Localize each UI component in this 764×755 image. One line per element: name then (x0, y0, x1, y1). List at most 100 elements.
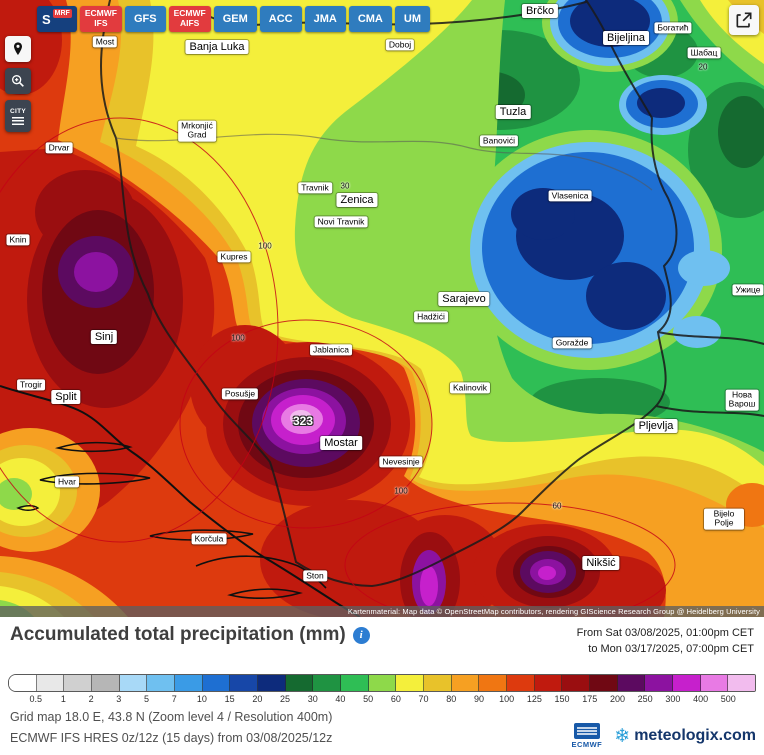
model-button-cma[interactable]: CMA (348, 6, 392, 32)
scale-color-segment (119, 675, 148, 691)
model-toolbar: S MRF ECMWF IFS GFS ECMWF AIFS GEM ACC JMA CMA UM (37, 6, 430, 32)
scale-color-segment (147, 675, 176, 691)
scale-color-segment (396, 675, 425, 691)
scale-label: 250 (637, 694, 653, 704)
page-title-text: Accumulated total precipitation (mm) (10, 624, 346, 645)
zoom-in-button[interactable] (5, 68, 31, 94)
model-button-label: AIFS (179, 18, 200, 28)
scale-color-segment (728, 675, 755, 691)
model-info: ECMWF IFS HRES 0z/12z (15 days) from 03/… (10, 731, 333, 745)
scale-label: 7 (171, 694, 177, 704)
scale-color-segment (258, 675, 286, 691)
precipitation-map[interactable]: 323 Most Banja Luka Doboj Brčko Bijeljina Бог… (0, 0, 764, 617)
scale-color-segment (534, 675, 563, 691)
scale-label: 150 (554, 694, 570, 704)
scale-label: 50 (363, 694, 374, 704)
model-button-smrf[interactable]: S MRF (37, 6, 77, 32)
legend-panel: Accumulated total precipitation (mm) i F… (0, 617, 764, 755)
scale-color-segment (424, 675, 452, 691)
scale-color-segment (562, 675, 591, 691)
scale-label: 80 (446, 694, 457, 704)
scale-color-segment (36, 675, 65, 691)
model-button-jma[interactable]: JMA (304, 6, 346, 32)
scale-color-segment (451, 675, 480, 691)
scale-label: 40 (335, 694, 346, 704)
scale-color-segment (341, 675, 369, 691)
share-button[interactable] (729, 5, 759, 35)
scale-label: 60 (390, 694, 401, 704)
list-lines-icon (12, 116, 24, 125)
locate-button[interactable] (5, 36, 31, 62)
scale-label: 3 (116, 694, 122, 704)
scale-label: 200 (609, 694, 625, 704)
model-button-acc[interactable]: ACC (259, 6, 302, 32)
model-badge: MRF (52, 9, 72, 18)
model-button-gem[interactable]: GEM (213, 6, 257, 32)
grid-info: Grid map 18.0 E, 43.8 N (Zoom level 4 / … (10, 710, 333, 724)
scale-color-segment (479, 675, 508, 691)
scale-color-segment (202, 675, 231, 691)
model-button-ecmwf-ifs[interactable]: ECMWF IFS (79, 6, 122, 32)
scale-color-segment (230, 675, 259, 691)
date-to: to Mon 03/17/2025, 07:00pm CET (588, 642, 754, 655)
city-button-label: CITY (9, 107, 26, 115)
scale-label: 400 (693, 694, 709, 704)
scale-label: 125 (526, 694, 542, 704)
scale-label: 100 (499, 694, 515, 704)
scale-label: 300 (665, 694, 681, 704)
scale-color-segment (700, 675, 729, 691)
scale-color-segment (175, 675, 203, 691)
scale-label: 70 (418, 694, 429, 704)
scale-label: 10 (196, 694, 207, 704)
model-button-ecmwf-aifs[interactable]: ECMWF AIFS (168, 6, 211, 32)
legend-scale: 0.5 1 2 3 5 7 10 15 20 25 30 40 50 60 70 80 90 100 125 150 1… (8, 674, 756, 706)
city-labels-button[interactable]: CITY (5, 100, 31, 132)
scale-color-segment (92, 675, 120, 691)
ecmwf-icon (573, 723, 600, 739)
map-attribution: Kartenmaterial: Map data © OpenStreetMap… (0, 606, 764, 617)
meteologix-icon: ❄ (614, 725, 631, 747)
page-title: Accumulated total precipitation (mm) i (10, 624, 370, 646)
scale-color-segment (9, 675, 37, 691)
model-button-label: ECMWF (84, 8, 117, 19)
magnifier-plus-icon (11, 75, 24, 87)
ecmwf-logo-text: ECMWF (571, 740, 603, 749)
meteologix-logo-text: meteologix.com (634, 727, 756, 744)
scale-color-segment (368, 675, 397, 691)
scale-color-segment (590, 675, 618, 691)
info-icon[interactable]: i (352, 626, 370, 644)
scale-color-segment (617, 675, 646, 691)
model-button-gfs[interactable]: GFS (124, 6, 166, 32)
color-scale (8, 674, 756, 692)
scale-color-segment (673, 675, 701, 691)
logos: ECMWF ❄ meteologix.com (571, 723, 756, 749)
scale-label: 5 (144, 694, 150, 704)
ecmwf-logo[interactable]: ECMWF (571, 723, 602, 749)
scale-label: 30 (307, 694, 318, 704)
model-button-label: S (42, 11, 51, 27)
model-button-label: ECMWF (173, 8, 206, 19)
scale-label: 0.5 (29, 694, 42, 704)
date-range: From Sat 03/08/2025, 01:00pm CET to Mon … (577, 626, 754, 658)
map-controls: CITY (5, 36, 31, 132)
model-button-label: IFS (94, 18, 108, 28)
scale-label: 2 (88, 694, 94, 704)
scale-label: 20 (252, 694, 263, 704)
scale-label: 1 (60, 694, 66, 704)
location-pin-icon (14, 42, 22, 55)
share-icon (736, 12, 752, 28)
scale-color-segment (64, 675, 93, 691)
meteologix-logo[interactable]: ❄ meteologix.com (614, 725, 756, 747)
scale-color-segment (507, 675, 535, 691)
scale-color-segment (645, 675, 674, 691)
scale-color-segment (285, 675, 314, 691)
precipitation-layer (0, 0, 764, 617)
model-button-um[interactable]: UM (394, 6, 430, 32)
scale-label: 500 (720, 694, 736, 704)
scale-label: 15 (224, 694, 235, 704)
scale-labels: 0.5 1 2 3 5 7 10 15 20 25 30 40 50 60 70 80 90 100 125 150 1… (8, 694, 756, 706)
scale-color-segment (313, 675, 342, 691)
scale-label: 175 (582, 694, 598, 704)
scale-label: 90 (473, 694, 484, 704)
